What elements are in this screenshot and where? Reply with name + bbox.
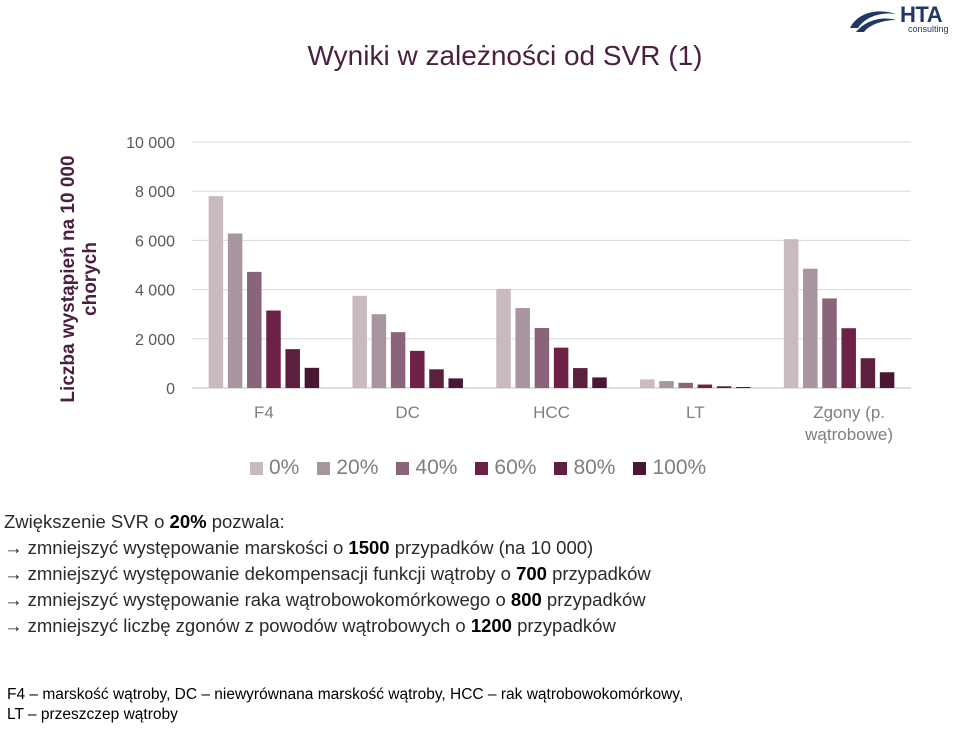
logo-subtext: consulting: [908, 24, 949, 34]
y-tick-label: 8 000: [135, 184, 175, 201]
bar: [352, 295, 367, 388]
bar-chart: 0 2 000 4 000 6 000 8 000 10 000 F4 DC HCC LT Zgon…: [126, 135, 911, 444]
notes-intro-tail: pozwala:: [206, 511, 285, 532]
bar: [515, 308, 530, 388]
legend-label: 80%: [573, 456, 616, 479]
notes-item: → zmniejszyć występowanie dekompensacji …: [4, 561, 651, 587]
y-tick-label: 4 000: [135, 283, 175, 300]
summary-notes: Zwiększenie SVR o 20% pozwala: → zmniejs…: [4, 509, 651, 639]
legend-swatch: [554, 461, 568, 475]
arrow-icon: →: [4, 589, 23, 610]
legend-label: 100%: [652, 456, 707, 479]
x-tick-label: wątrobowe): [804, 425, 893, 444]
legend-swatch: [396, 461, 410, 475]
page-title: Wyniki w zależności od SVR (1): [307, 40, 703, 71]
legend-entry: 80%: [554, 456, 615, 480]
bar: [390, 332, 406, 388]
y-tick-label: 0: [166, 381, 175, 398]
x-tick-label: Zgony (p.: [813, 403, 885, 422]
bar: [429, 369, 444, 388]
bar: [879, 372, 895, 388]
notes-item-tail: przypadków: [541, 589, 646, 610]
bar: [678, 382, 693, 388]
notes-item-text: zmniejszyć występowanie raka wątrobowoko…: [27, 589, 511, 610]
notes-item-value: 800: [510, 589, 542, 610]
x-tick-label: LT: [686, 403, 705, 422]
arrow-icon: →: [4, 615, 23, 636]
legend-entry: 40%: [396, 456, 457, 480]
x-tick-label: DC: [395, 403, 420, 422]
bar: [208, 196, 224, 388]
bar: [534, 327, 550, 388]
bar: [371, 314, 387, 388]
notes-item-value: 1200: [470, 615, 512, 636]
bar: [736, 387, 751, 388]
bar: [448, 378, 463, 388]
notes-intro: Zwiększenie SVR o 20% pozwala:: [4, 509, 651, 535]
notes-item-value: 1500: [348, 537, 390, 558]
bar: [410, 350, 425, 388]
notes-item-tail: przypadków: [546, 563, 651, 584]
abbreviations-footnote: F4 – marskość wątroby, DC – niewyrównana…: [7, 685, 957, 725]
arrow-icon: →: [4, 563, 23, 584]
notes-item: → zmniejszyć występowanie raka wątrobowo…: [4, 587, 651, 613]
bar: [697, 384, 713, 388]
arrow-icon: →: [4, 537, 23, 558]
legend-entry: 20%: [317, 456, 378, 480]
legend-entry: 0%: [250, 456, 299, 480]
legend-entry: 60%: [475, 456, 536, 480]
x-tick-label: F4: [254, 403, 274, 422]
bar: [803, 268, 818, 388]
bar: [266, 310, 281, 388]
notes-item-text: zmniejszyć występowanie dekompensacji fu…: [27, 563, 517, 584]
legend-entry: 100%: [633, 456, 706, 480]
legend-swatch: [633, 461, 647, 475]
legend-swatch: [475, 461, 489, 475]
footnote-line: LT – przeszczep wątroby: [7, 706, 178, 723]
bar: [573, 368, 588, 388]
notes-intro-bold: 20%: [169, 511, 207, 532]
notes-item-tail: przypadków: [511, 615, 616, 636]
notes-item-text: zmniejszyć liczbę zgonów z powodów wątro…: [27, 615, 471, 636]
bar: [659, 381, 674, 388]
legend-label: 40%: [415, 456, 458, 479]
bar: [860, 358, 876, 388]
bar: [716, 386, 732, 388]
notes-item-text: zmniejszyć występowanie marskości o: [27, 537, 349, 558]
y-tick-label: 10 000: [126, 135, 175, 152]
y-tick-label: 6 000: [135, 233, 175, 250]
logo-text: HTA: [900, 2, 943, 27]
notes-item: → zmniejszyć występowanie marskości o 15…: [4, 535, 651, 561]
legend-swatch: [250, 461, 263, 475]
bar: [640, 379, 655, 388]
notes-item-tail: przypadków (na 10 000): [389, 537, 594, 558]
bar: [841, 328, 856, 388]
bar: [783, 239, 799, 388]
bar: [304, 367, 320, 388]
legend-label: 60%: [494, 456, 537, 479]
bar: [227, 233, 243, 388]
x-tick-label: HCC: [533, 403, 570, 422]
legend-label: 0%: [269, 456, 300, 479]
chart-legend: 0% 20% 40% 60% 80% 100%: [250, 456, 706, 480]
bar: [285, 349, 300, 388]
legend-label: 20%: [336, 456, 379, 479]
bar: [592, 377, 607, 388]
notes-item-value: 700: [516, 563, 547, 584]
legend-swatch: [317, 461, 331, 475]
bar: [496, 288, 511, 388]
notes-item: → zmniejszyć liczbę zgonów z powodów wąt…: [4, 613, 651, 639]
y-tick-label: 2 000: [135, 332, 175, 349]
footnote-line: F4 – marskość wątroby, DC – niewyrównana…: [7, 686, 684, 703]
notes-intro-text: Zwiększenie SVR o: [4, 511, 170, 532]
bar: [822, 298, 837, 388]
bar: [247, 271, 262, 388]
bar: [553, 347, 569, 388]
hta-logo-mark: [850, 11, 896, 32]
